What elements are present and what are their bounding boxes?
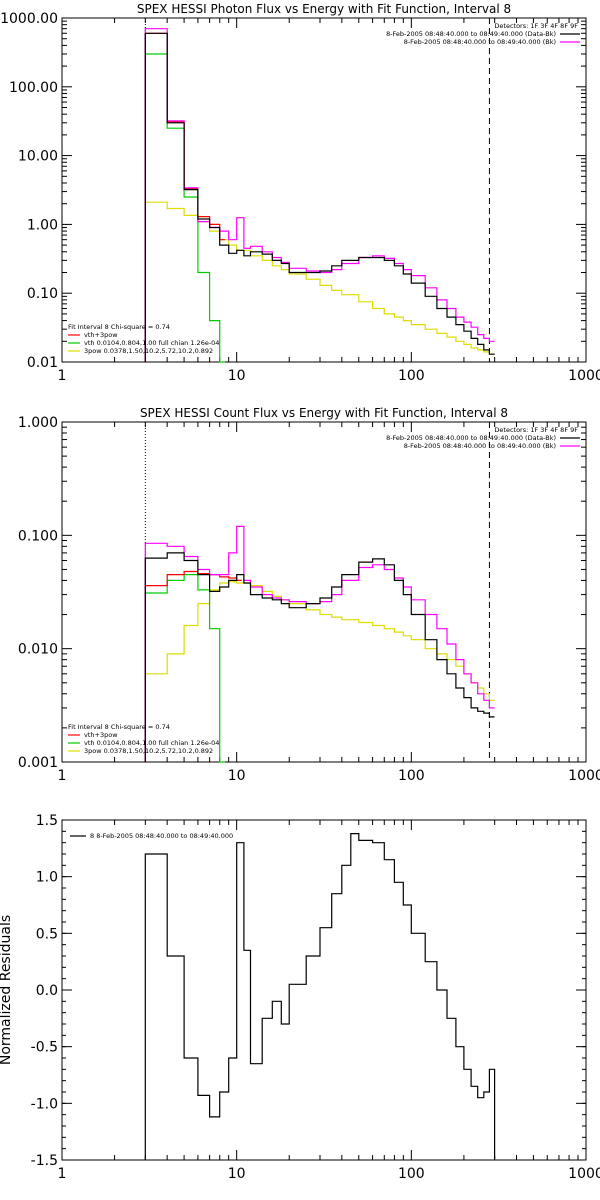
fit-info: Fit Interval 8 Chi-square = 0.74 (68, 323, 170, 331)
legend-entry-label: 3pow 0.0378,1.50,10.2,5.72,10.2,0.892 (84, 347, 213, 355)
x-tick-label: 100 (398, 368, 425, 384)
legend-entry-label: 8 8-Feb-2005 08:48:40.000 to 08:49:40.00… (90, 832, 233, 840)
legend-entry-label: 8-Feb-2005 08:48:40.000 to 08:49:40.000 … (404, 38, 556, 46)
x-tick-label: 100 (398, 768, 425, 784)
photon-flux-panel: SPEX HESSI Photon Flux vs Energy with Fi… (0, 2, 600, 384)
legend-entry-label: 3pow 0.0378,1.50,10.2,5.72,10.2,0.892 (84, 747, 213, 755)
series-line-3 (144, 53, 225, 363)
series-line-3 (144, 574, 225, 763)
y-tick-label: 0.10 (27, 286, 58, 302)
x-tick-label: 1000 (568, 768, 600, 784)
legend-entry-label: 8-Feb-2005 08:48:40.000 to 08:49:40.000 … (386, 30, 556, 38)
x-tick-label: 1 (58, 768, 67, 784)
y-tick-label: 0.100 (18, 528, 58, 544)
y-tick-label: 1.0 (36, 870, 58, 886)
series-line-2 (144, 32, 225, 362)
y-tick-label: 100.00 (9, 80, 58, 96)
x-tick-label: 1000 (568, 368, 600, 384)
series-line-0 (144, 833, 496, 1160)
x-tick-label: 1 (58, 1166, 67, 1182)
legend-entry-label: vth 0.0104,0.804,1.00 full chian 1.26e-0… (84, 739, 219, 747)
y-tick-label: 1.5 (36, 813, 58, 829)
x-tick-label: 10 (228, 1166, 246, 1182)
y-tick-label: 0.010 (18, 642, 58, 658)
y-tick-label: 1.00 (27, 217, 58, 233)
count-flux-panel: SPEX HESSI Count Flux vs Energy with Fit… (18, 406, 600, 784)
legend-entry-label: 8-Feb-2005 08:48:40.000 to 08:49:40.000 … (404, 442, 556, 450)
chart-title: SPEX HESSI Count Flux vs Energy with Fit… (140, 406, 508, 420)
plot-frame (61, 819, 587, 1161)
fit-info: Fit Interval 8 Chi-square = 0.74 (68, 723, 170, 731)
y-tick-label: 0.5 (36, 926, 58, 942)
x-tick-label: 10 (228, 368, 246, 384)
y-tick-label: 0.0 (36, 983, 58, 999)
residuals-panel: Normalized Residuals 1 10 100 1000 -1.5 -1.0 -0… (0, 813, 600, 1182)
x-tick-label: 10 (228, 768, 246, 784)
y-tick-label: -1.5 (31, 1153, 58, 1169)
series-line-1 (144, 525, 495, 762)
plot-frame (61, 421, 587, 763)
y-tick-label: 10.00 (18, 149, 58, 165)
legend-entry-label: vth+3pow (84, 731, 118, 739)
series-line-4 (144, 581, 495, 762)
y-tick-label: 1000.00 (0, 11, 58, 27)
chart-title: SPEX HESSI Photon Flux vs Energy with Fi… (137, 2, 511, 16)
series-line-2 (144, 570, 242, 762)
legend-entry-label: vth+3pow (84, 331, 118, 339)
detectors-label: Detectors: 1F 3F 4F 8F 9F (494, 426, 578, 434)
series-line-0 (144, 32, 495, 362)
x-tick-label: 1000 (568, 1166, 600, 1182)
y-tick-label: -0.5 (31, 1040, 58, 1056)
plot-frame (61, 17, 587, 363)
y-tick-label: -1.0 (31, 1096, 58, 1112)
y-tick-label: 1.000 (18, 415, 58, 431)
series-line-0 (144, 552, 495, 762)
x-tick-label: 100 (398, 1166, 425, 1182)
legend-entry-label: vth 0.0104,0.804,1.00 full chian 1.26e-0… (84, 339, 219, 347)
y-tick-label: 0.001 (18, 755, 58, 771)
x-tick-label: 1 (58, 368, 67, 384)
detectors-label: Detectors: 1F 3F 4F 8F 9F (494, 22, 578, 30)
legend-entry-label: 8-Feb-2005 08:48:40.000 to 08:49:40.000 … (386, 434, 556, 442)
y-tick-label: 0.01 (27, 355, 58, 371)
y-axis-label: Normalized Residuals (0, 915, 14, 1065)
